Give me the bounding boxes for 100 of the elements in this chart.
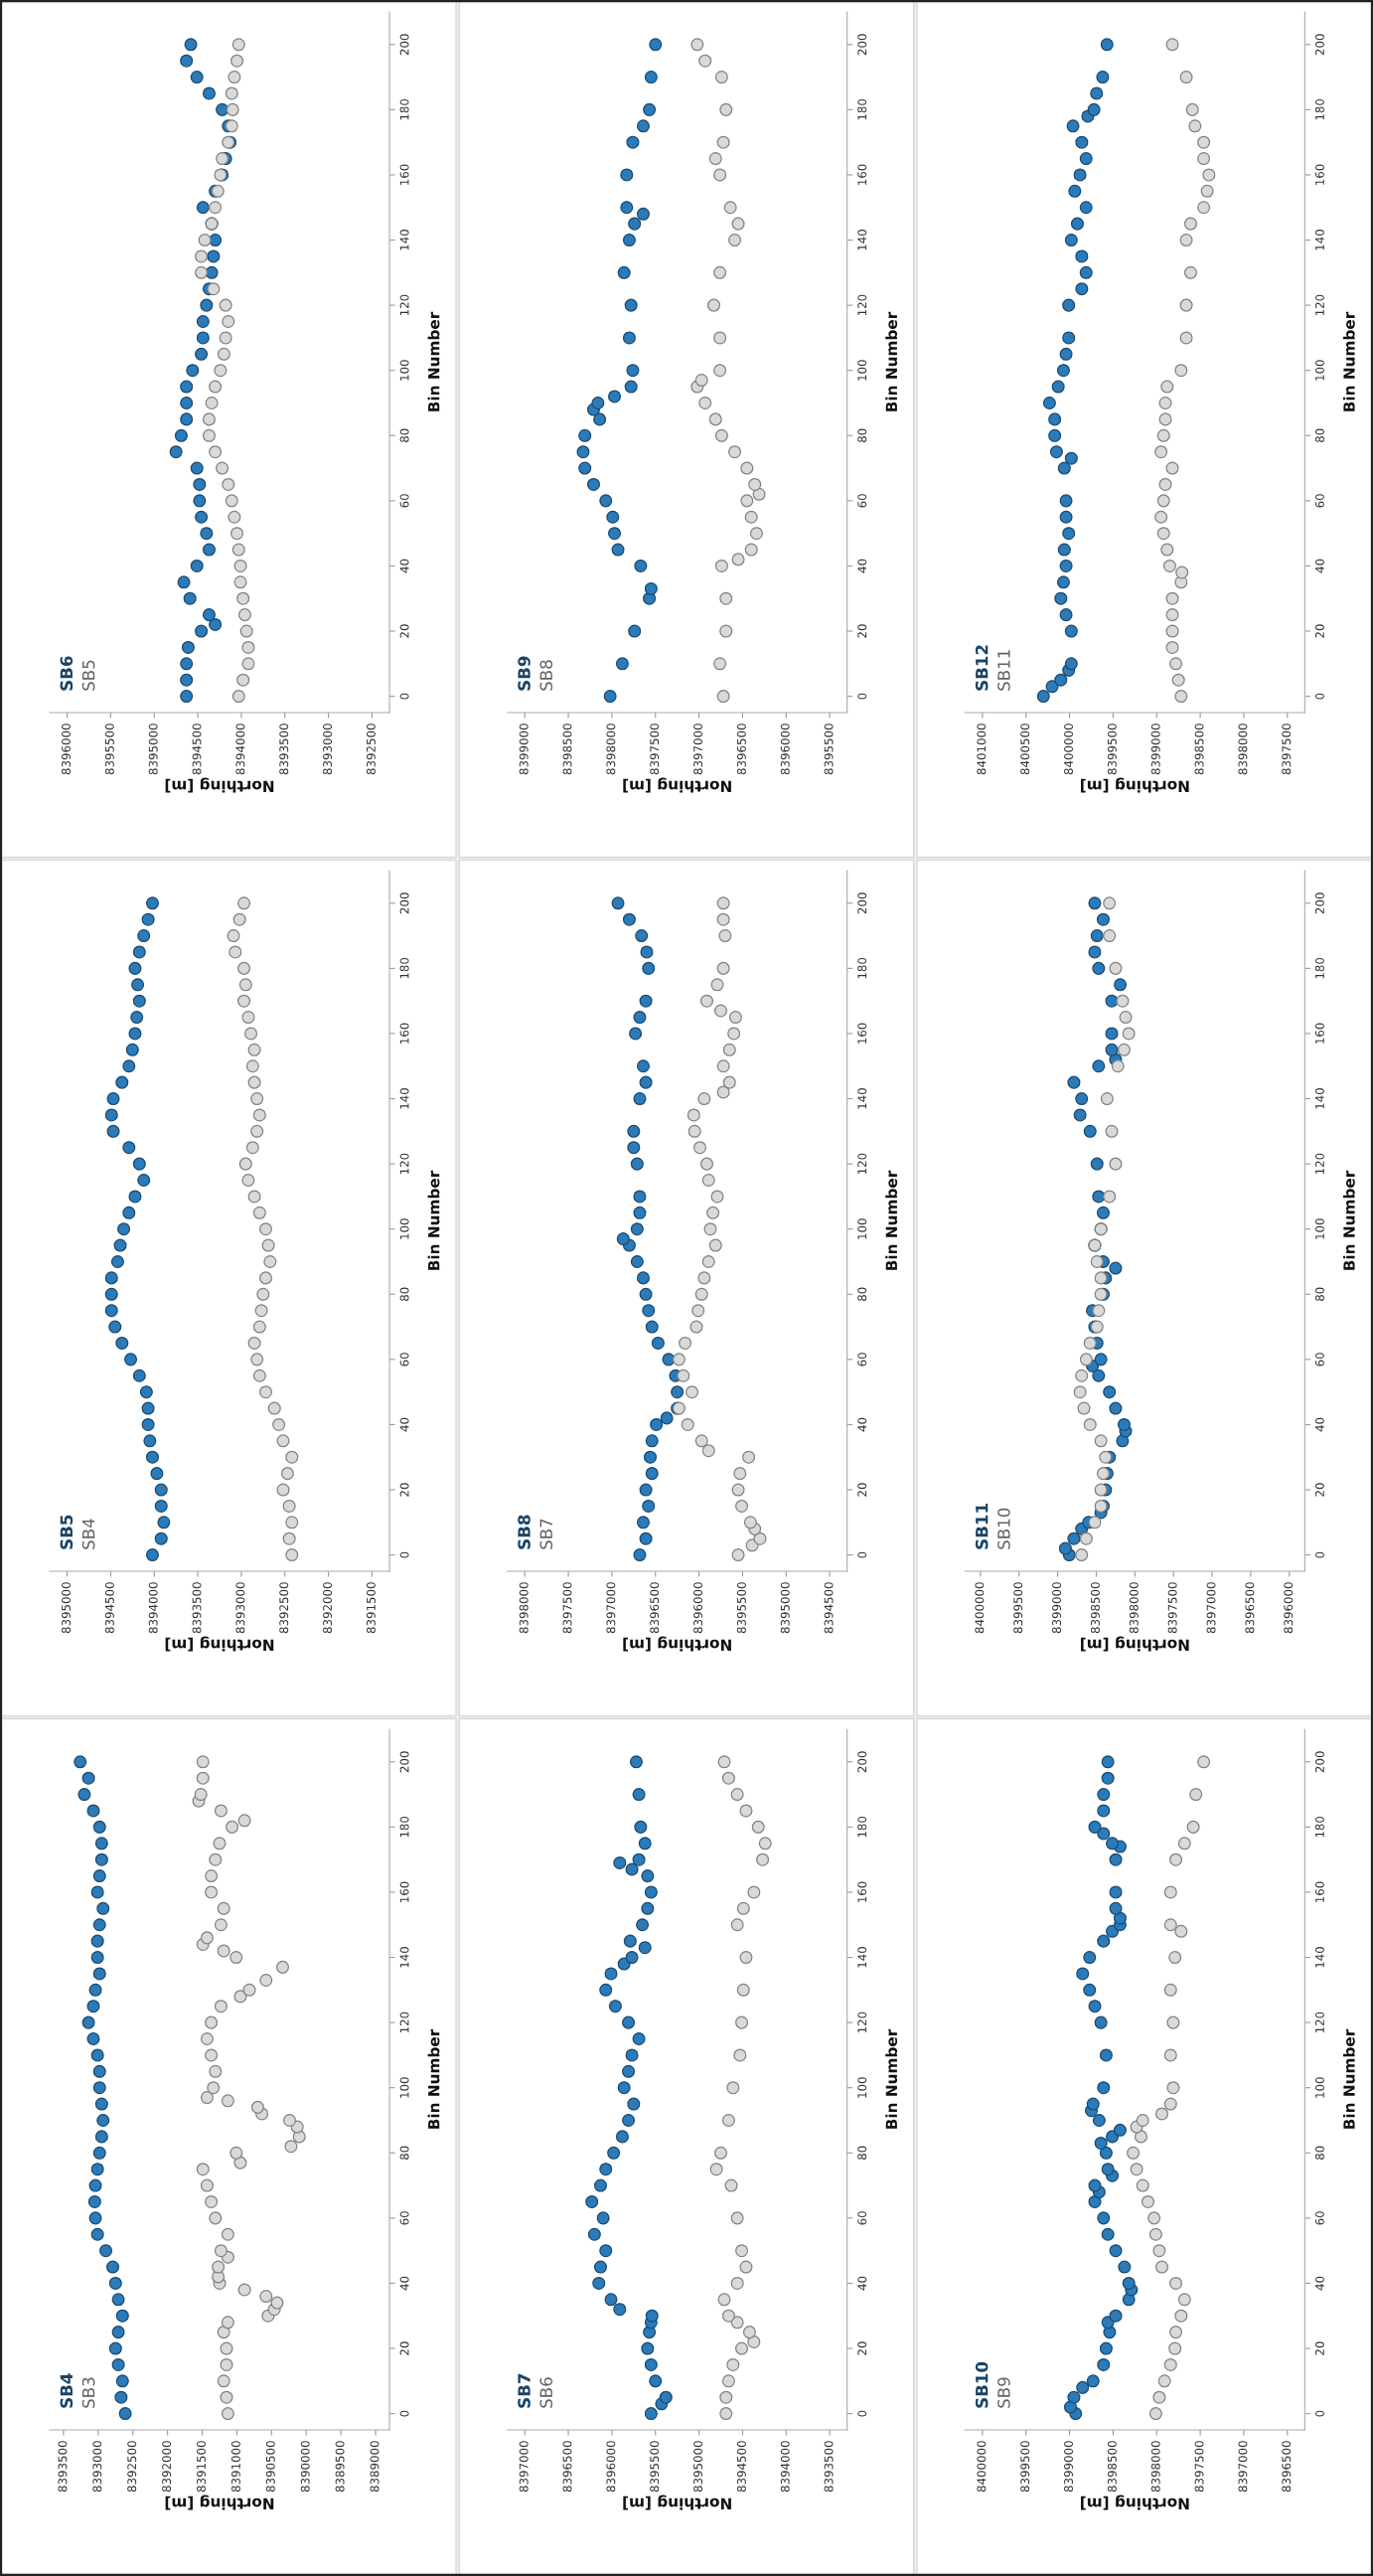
- text: SB5: [81, 660, 95, 691]
- x-tick-label: 8399500: [1013, 1582, 1023, 1634]
- y-tick-label: 80: [857, 2146, 867, 2160]
- x-tick-label: 8389500: [335, 2441, 345, 2493]
- y-tick-label: 40: [857, 2276, 867, 2291]
- y-tick-label: 200: [399, 1751, 409, 1773]
- x-tick-label: 8393500: [58, 2441, 68, 2493]
- y-tick-label: 20: [857, 624, 867, 638]
- y-tick-label: 140: [399, 1088, 409, 1109]
- x-tick-label: 8398000: [1129, 1582, 1139, 1634]
- x-tick-label: 8398500: [1107, 2441, 1117, 2493]
- x-tick-label: 8399500: [1107, 724, 1117, 775]
- y-tick-label: 60: [857, 2211, 867, 2225]
- y-tick-label: 120: [857, 294, 867, 316]
- x-tick-label: 8398000: [606, 724, 616, 775]
- y-axis-title: Bin Number: [1342, 2028, 1355, 2129]
- x-tick-label: 8393500: [824, 2441, 834, 2493]
- y-tick-label: 160: [857, 1023, 867, 1044]
- x-tick-label: 8398500: [1090, 1582, 1100, 1634]
- x-tick-label: 8394500: [736, 2441, 746, 2493]
- text: SB9: [518, 656, 531, 691]
- x-tick-label: 8397000: [519, 2441, 529, 2493]
- y-tick-label: 140: [1314, 230, 1324, 250]
- y-tick-label: 40: [1314, 559, 1324, 573]
- x-tick-label: 8399000: [1052, 1582, 1062, 1634]
- x-tick-label: 8396500: [1282, 2441, 1292, 2493]
- x-tick-label: 8396000: [780, 724, 790, 775]
- y-tick-label: 80: [399, 2146, 409, 2160]
- y-tick-label: 160: [1314, 1881, 1324, 1902]
- y-tick-label: 180: [1314, 957, 1324, 979]
- y-tick-label: 20: [399, 1483, 409, 1497]
- y-tick-label: 200: [1314, 34, 1324, 56]
- y-tick-label: 100: [399, 2077, 409, 2098]
- x-axis-title: Northing [m]: [165, 777, 274, 793]
- x-tick-label: 8396500: [650, 1582, 660, 1634]
- x-tick-label: 8399000: [1064, 2441, 1073, 2493]
- y-tick-label: 0: [399, 2410, 409, 2417]
- x-tick-label: 8397000: [606, 1582, 616, 1634]
- x-tick-label: 8393500: [279, 724, 289, 775]
- y-tick-label: 20: [1314, 1483, 1324, 1497]
- y-tick-label: 80: [857, 428, 867, 442]
- y-tick-label: 140: [1314, 1088, 1324, 1109]
- x-tick-label: 8395500: [104, 724, 114, 775]
- y-tick-label: 60: [1314, 1353, 1324, 1367]
- y-tick-label: 60: [1314, 494, 1324, 508]
- y-tick-label: 60: [399, 1353, 409, 1367]
- text: SB9: [997, 2377, 1010, 2408]
- x-axis-title: Northing [m]: [165, 1636, 274, 1652]
- y-tick-label: 0: [857, 693, 867, 700]
- y-tick-label: 0: [1314, 1551, 1324, 1558]
- x-axis-title: Northing [m]: [1081, 2495, 1189, 2510]
- text: SB6: [60, 656, 74, 691]
- x-tick-label: 8395000: [148, 724, 158, 775]
- y-tick-label: 200: [1314, 1751, 1324, 1773]
- y-tick-label: 60: [399, 2211, 409, 2225]
- x-tick-label: 8392000: [162, 2441, 172, 2493]
- y-tick-label: 120: [1314, 294, 1324, 316]
- x-tick-label: 8391000: [230, 2441, 240, 2493]
- x-tick-label: 8398000: [519, 1582, 529, 1634]
- y-tick-label: 120: [399, 294, 409, 316]
- y-tick-label: 140: [857, 1947, 867, 1968]
- x-tick-label: 8397500: [562, 1582, 572, 1634]
- y-tick-label: 180: [1314, 98, 1324, 120]
- text: SB7: [518, 2373, 531, 2408]
- x-tick-label: 8395000: [62, 1582, 71, 1634]
- x-tick-label: 8395000: [693, 2441, 703, 2493]
- y-tick-label: 100: [857, 1218, 867, 1239]
- y-tick-label: 200: [857, 1751, 867, 1773]
- x-tick-label: 8395500: [650, 2441, 660, 2493]
- x-tick-label: 8394000: [780, 2441, 790, 2493]
- x-tick-label: 8392500: [279, 1582, 289, 1634]
- y-tick-label: 160: [1314, 1023, 1324, 1044]
- x-tick-label: 8393000: [323, 724, 333, 775]
- y-axis-title: Bin Number: [427, 311, 440, 411]
- y-tick-label: 0: [1314, 693, 1324, 700]
- y-axis-title: Bin Number: [427, 2028, 440, 2129]
- y-tick-label: 20: [399, 624, 409, 638]
- x-tick-label: 8394500: [192, 724, 202, 775]
- x-tick-label: 8397000: [1238, 2441, 1248, 2493]
- y-tick-label: 20: [857, 1483, 867, 1497]
- y-tick-label: 0: [857, 2410, 867, 2417]
- x-axis-title: Northing [m]: [1081, 1636, 1189, 1652]
- y-axis-title: Bin Number: [885, 2028, 898, 2129]
- y-tick-label: 180: [857, 1816, 867, 1838]
- text: SB11: [975, 1504, 989, 1549]
- y-tick-label: 180: [399, 957, 409, 979]
- x-tick-label: 8398500: [562, 724, 572, 775]
- y-tick-label: 20: [1314, 2341, 1324, 2355]
- y-tick-label: 120: [399, 1153, 409, 1175]
- y-tick-label: 160: [399, 1023, 409, 1044]
- x-tick-label: 8397000: [693, 724, 703, 775]
- x-tick-label: 8393000: [92, 2441, 102, 2493]
- y-axis-title: Bin Number: [885, 311, 898, 411]
- y-tick-label: 200: [399, 34, 409, 56]
- text: SB4: [81, 1519, 95, 1549]
- y-tick-label: 160: [857, 1881, 867, 1902]
- x-axis-title: Northing [m]: [623, 777, 731, 793]
- x-axis-title: Northing [m]: [1081, 777, 1189, 793]
- y-tick-label: 200: [399, 892, 409, 914]
- y-tick-label: 80: [1314, 428, 1324, 442]
